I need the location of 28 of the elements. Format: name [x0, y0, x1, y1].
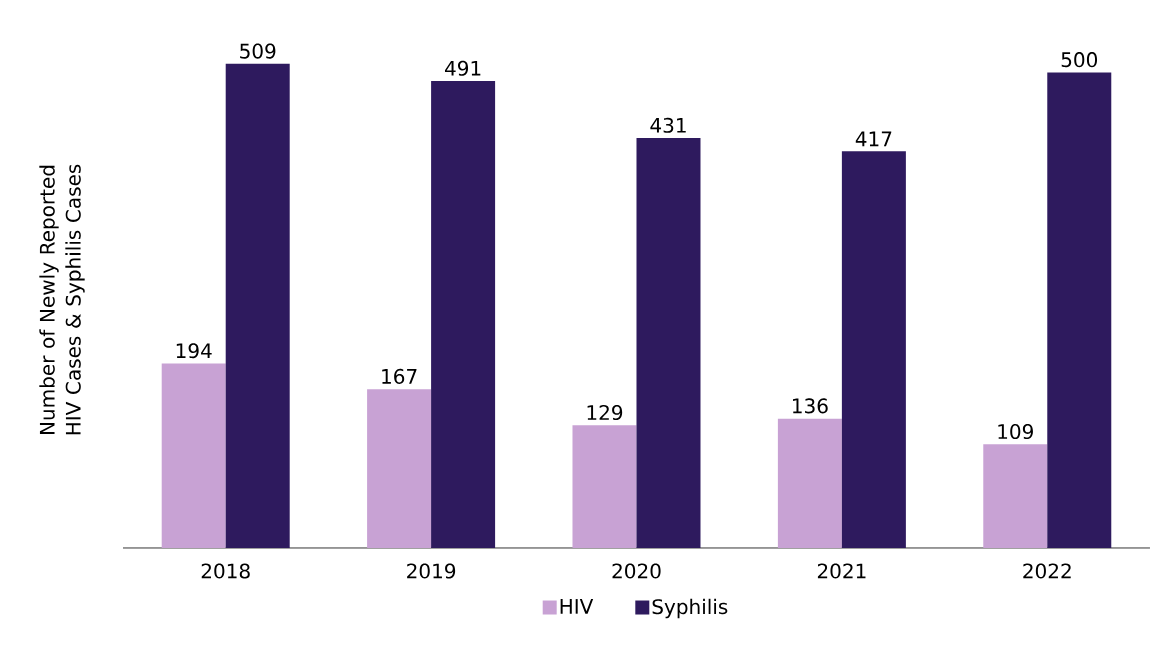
y-axis-title: Number of Newly Reported HIV Cases & Syphilis Cases [39, 164, 85, 435]
data-label: 194 [176, 343, 212, 359]
bar [1047, 72, 1112, 548]
bar [572, 425, 637, 548]
bar [983, 444, 1048, 548]
data-label: 491 [445, 60, 481, 76]
data-label: 500 [1061, 52, 1098, 68]
data-label: 136 [793, 398, 828, 414]
data-label: 167 [382, 368, 417, 384]
bar [431, 80, 496, 548]
bar [367, 389, 432, 548]
x-tick-label: 2018 [201, 563, 250, 579]
legend-label: Syphilis [652, 598, 728, 619]
data-label: 417 [855, 131, 892, 147]
x-tick-label: 2020 [612, 563, 661, 579]
data-label: 129 [587, 404, 623, 421]
bar [225, 63, 290, 548]
x-tick-label: 2021 [817, 563, 866, 579]
bar [777, 418, 842, 548]
legend-label: HIV [560, 599, 594, 614]
bar [841, 151, 906, 548]
data-label: 509 [240, 43, 276, 59]
data-label: 431 [650, 117, 686, 133]
bar [161, 363, 226, 548]
x-tick-label: 2022 [1023, 563, 1071, 579]
x-tick-label: 2019 [407, 563, 456, 579]
data-label: 109 [998, 423, 1033, 440]
bar [636, 138, 701, 548]
